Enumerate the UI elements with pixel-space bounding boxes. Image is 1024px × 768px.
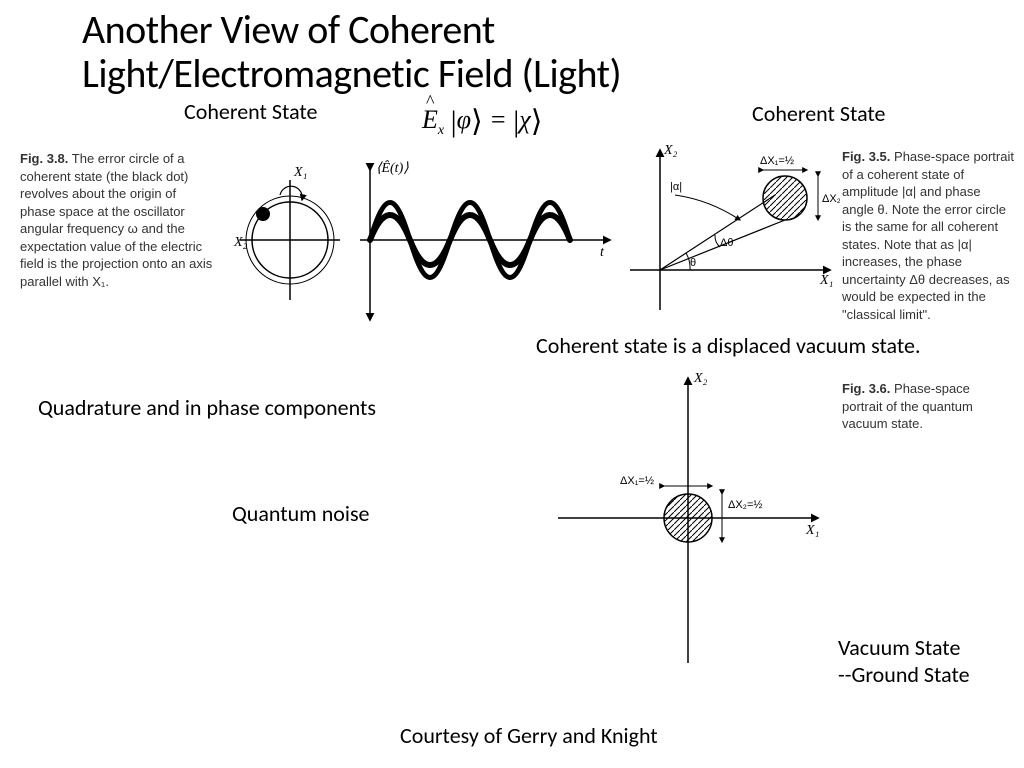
- fig35-dx2: ΔX₂=½: [822, 193, 840, 205]
- fig38-expE-label: ⟨Ê(t)⟩: [376, 159, 409, 176]
- fig38-label: Fig. 3.8.: [20, 151, 68, 166]
- coherent-state-left-label: Coherent State: [184, 98, 317, 125]
- vacuum-state-label: Vacuum State --Ground State: [838, 634, 970, 688]
- fig35-alpha: |α|: [670, 181, 682, 193]
- title-line1: Another View of Coherent: [82, 5, 495, 54]
- equation: Ex |φ⟩ = |χ⟩: [422, 104, 542, 139]
- slide-title: Another View of Coherent Light/Electroma…: [82, 8, 621, 96]
- fig38-x1-label: X₁: [293, 165, 307, 180]
- quantum-noise-text: Quantum noise: [232, 500, 370, 527]
- fig35-x2: X₂: [663, 143, 678, 158]
- fig36-label: Fig. 3.6.: [842, 381, 890, 396]
- title-line2: Light/Electromagnetic Field (Light): [82, 49, 621, 98]
- fig38-diagram: X₁ X₂ ⟨Ê(t)⟩ t: [230, 140, 620, 340]
- courtesy-text: Courtesy of Gerry and Knight: [400, 722, 658, 749]
- fig38-t-label: t: [600, 245, 605, 260]
- fig35-diagram: X₂ X₁ |α| θ Δθ ΔX₁=½ ΔX₂=½: [620, 140, 840, 320]
- fig35-text: Phase-space portrait of a coherent state…: [842, 149, 1014, 322]
- fig36-dx1: ΔX₁=½: [620, 475, 654, 487]
- fig36-x2: X₂: [693, 371, 708, 386]
- fig35-theta: θ: [690, 257, 696, 269]
- fig36-caption: Fig. 3.6. Phase-space portrait of the qu…: [842, 380, 1012, 433]
- fig38-x2-label: X₂: [233, 235, 248, 250]
- fig36-dx2: ΔX₂=½: [728, 499, 763, 511]
- fig35-dx1: ΔX₁=½: [760, 155, 794, 167]
- coherent-state-right-label: Coherent State: [752, 100, 885, 127]
- fig36-x1: X₁: [805, 523, 819, 538]
- fig35-label: Fig. 3.5.: [842, 149, 890, 164]
- fig35-caption: Fig. 3.5. Phase-space portrait of a cohe…: [842, 148, 1014, 323]
- fig38-caption: Fig. 3.8. The error circle of a coherent…: [20, 150, 215, 290]
- vacuum-line1: Vacuum State: [838, 634, 960, 661]
- quadrature-text: Quadrature and in phase components: [38, 394, 376, 421]
- fig36-diagram: X₂ X₁ ΔX₁=½ ΔX₂=½: [548, 368, 828, 668]
- fig35-x1: X₁: [819, 273, 833, 288]
- slide-container: Another View of Coherent Light/Electroma…: [0, 0, 1024, 768]
- fig38-text: The error circle of a coherent state (th…: [20, 151, 212, 289]
- fig35-dtheta: Δθ: [720, 237, 733, 249]
- vacuum-line2: --Ground State: [838, 661, 970, 688]
- displaced-vacuum-text: Coherent state is a displaced vacuum sta…: [536, 332, 921, 359]
